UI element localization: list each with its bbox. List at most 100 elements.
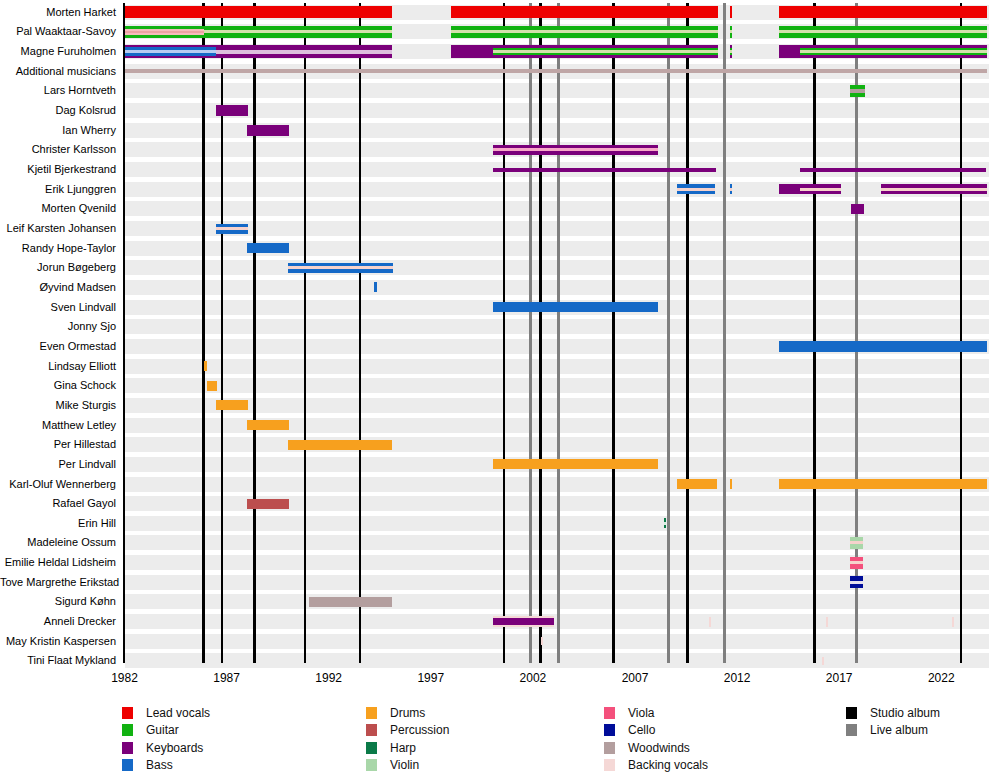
row-label: Magne Furuholmen bbox=[0, 45, 116, 58]
timeline-bar bbox=[677, 479, 717, 489]
timeline-bar bbox=[850, 561, 863, 564]
timeline-bar bbox=[204, 30, 392, 33]
timeline-bar bbox=[800, 168, 986, 172]
legend-label: Studio album bbox=[870, 707, 940, 720]
timeline-bar bbox=[952, 617, 954, 627]
timeline-bar bbox=[664, 522, 666, 525]
row-label: Leif Karsten Johansen bbox=[0, 222, 116, 235]
row-label: Morten Harket bbox=[0, 6, 116, 19]
legend-label: Cello bbox=[628, 724, 655, 737]
timeline-bar bbox=[541, 637, 543, 645]
timeline-bar bbox=[730, 188, 732, 191]
timeline-bar bbox=[709, 617, 711, 627]
timeline-bar bbox=[730, 479, 732, 489]
timeline-bar bbox=[204, 361, 207, 371]
legend-swatch-drums bbox=[366, 707, 377, 719]
studio-album-line bbox=[221, 3, 223, 663]
studio-album-line bbox=[503, 3, 505, 663]
legend-label: Violin bbox=[390, 759, 419, 772]
timeline-bar bbox=[125, 31, 205, 33]
axis-year-label: 1997 bbox=[406, 671, 456, 685]
timeline-bar bbox=[216, 400, 248, 410]
row-label: Pal Waaktaar-Savoy bbox=[0, 25, 116, 38]
legend-label: Drums bbox=[390, 707, 425, 720]
timeline-bar bbox=[493, 148, 658, 151]
timeline-bar bbox=[288, 266, 393, 269]
timeline-bar bbox=[800, 188, 841, 191]
row-label: Tini Flaat Mykland bbox=[0, 654, 116, 667]
legend-swatch-harp bbox=[366, 742, 377, 754]
legend-label: Live album bbox=[870, 724, 928, 737]
timeline-bar bbox=[216, 105, 248, 116]
row-label: Kjetil Bjerkestrand bbox=[0, 163, 116, 176]
legend-swatch-lead-vocals bbox=[122, 707, 133, 719]
axis-year-label: 2007 bbox=[610, 671, 660, 685]
row-label: Erik Ljunggren bbox=[0, 183, 116, 196]
legend-swatch-woodwinds bbox=[604, 742, 615, 754]
legend-label: Woodwinds bbox=[628, 742, 690, 755]
timeline-bar bbox=[730, 6, 732, 18]
plot-left-border bbox=[123, 3, 125, 663]
timeline-bar bbox=[451, 6, 718, 18]
live-album-line bbox=[723, 3, 726, 663]
row-label: Tove Margrethe Erikstad bbox=[0, 576, 116, 589]
row-label: May Kristin Kaspersen bbox=[0, 635, 116, 648]
live-album-line bbox=[667, 3, 670, 663]
timeline-bar bbox=[493, 50, 718, 53]
row-label: Jorun Bøgeberg bbox=[0, 261, 116, 274]
timeline-bar bbox=[730, 30, 732, 33]
axis-year-label: 1982 bbox=[100, 671, 150, 685]
row-label: Lindsay Elliott bbox=[0, 360, 116, 373]
row-label: Per Hillestad bbox=[0, 438, 116, 451]
row-label: Additional musicians bbox=[0, 65, 116, 78]
timeline-bar bbox=[125, 50, 217, 53]
timeline-bar bbox=[730, 50, 732, 53]
row-label: Emilie Heldal Lidsheim bbox=[0, 556, 116, 569]
timeline-bar bbox=[247, 243, 289, 253]
legend-swatch-guitar bbox=[122, 724, 133, 736]
axis-year-label: 2012 bbox=[712, 671, 762, 685]
row-label: Randy Hope-Taylor bbox=[0, 242, 116, 255]
legend-label: Keyboards bbox=[146, 742, 203, 755]
row-label: Dag Kolsrud bbox=[0, 104, 116, 117]
timeline-bar bbox=[216, 50, 392, 54]
legend-label: Viola bbox=[628, 707, 654, 720]
timeline-bar bbox=[247, 125, 289, 136]
row-label: Madeleine Ossum bbox=[0, 536, 116, 549]
studio-album-line bbox=[253, 3, 255, 663]
timeline-bar bbox=[493, 168, 716, 172]
studio-album-line bbox=[202, 3, 204, 663]
timeline-bar bbox=[247, 420, 289, 430]
timeline-bar bbox=[125, 69, 987, 73]
legend-label: Bass bbox=[146, 759, 173, 772]
row-label: Even Ormestad bbox=[0, 340, 116, 353]
timeline-bar bbox=[779, 30, 986, 33]
timeline-bar bbox=[288, 440, 392, 450]
row-label: Anneli Drecker bbox=[0, 615, 116, 628]
timeline-bar bbox=[677, 188, 715, 191]
timeline-bar bbox=[850, 581, 863, 584]
studio-album-line bbox=[304, 3, 306, 663]
timeline-bar bbox=[374, 282, 377, 292]
timeline-bar bbox=[779, 479, 986, 489]
axis-year-label: 2022 bbox=[916, 671, 966, 685]
studio-album-line bbox=[612, 3, 614, 663]
legend-swatch-bass bbox=[122, 759, 133, 771]
legend-label: Lead vocals bbox=[146, 707, 210, 720]
row-label: Ian Wherry bbox=[0, 124, 116, 137]
timeline-bar bbox=[493, 302, 658, 312]
legend-label: Percussion bbox=[390, 724, 449, 737]
legend-swatch-backing-vocals bbox=[604, 759, 615, 771]
axis-year-label: 1992 bbox=[304, 671, 354, 685]
axis-year-label: 1987 bbox=[202, 671, 252, 685]
legend-swatch-violin bbox=[366, 759, 377, 771]
row-label: Mike Sturgis bbox=[0, 399, 116, 412]
studio-album-line bbox=[359, 3, 361, 663]
timeline-bar bbox=[493, 618, 554, 625]
row-label: Sigurd Køhn bbox=[0, 595, 116, 608]
timeline-bar bbox=[800, 50, 987, 53]
timeline-bar bbox=[247, 499, 289, 509]
live-album-line bbox=[557, 3, 560, 663]
timeline-bar bbox=[216, 227, 248, 230]
axis-year-label: 2002 bbox=[508, 671, 558, 685]
